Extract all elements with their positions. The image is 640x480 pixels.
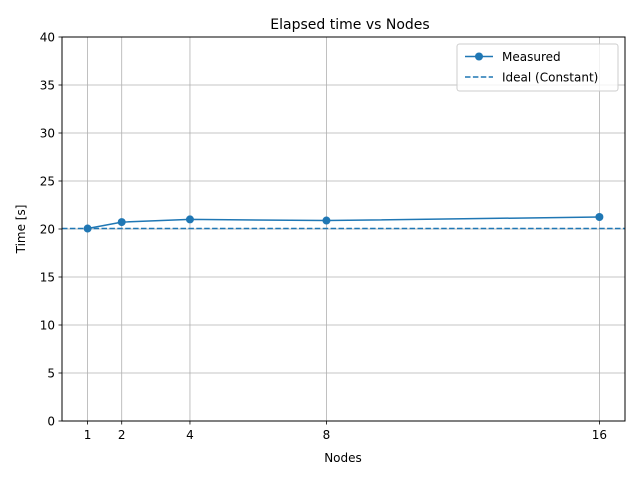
x-tick-label: 8 [323,428,331,442]
y-tick-label: 40 [40,31,55,45]
legend-box [456,43,619,92]
y-tick-label: 20 [40,223,55,237]
chart-title: Elapsed time vs Nodes [270,17,429,33]
x-tick-label: 16 [592,428,607,442]
y-tick-label: 15 [40,271,55,285]
data-point-measured [595,213,604,221]
x-tick-label: 4 [186,428,194,442]
data-point-measured [185,215,194,224]
y-tick-label: 10 [40,319,55,333]
x-axis-label: Nodes [324,451,362,465]
legend-label-ideal: Ideal (Constant) [502,71,598,85]
x-tick-label: 1 [84,428,92,442]
y-tick-label: 25 [40,175,55,189]
data-point-measured [322,216,331,225]
legend-marker-measured [475,52,483,61]
y-axis-label: Time [s] [14,205,28,255]
series-layer [62,213,625,233]
ticks: 1 2 4 8 16 0 5 10 15 20 25 30 35 40 [40,31,607,443]
legend: Measured Ideal (Constant) [456,43,619,92]
x-tick-label: 2 [118,428,126,442]
legend-label-measured: Measured [502,50,561,64]
data-point-measured [117,218,126,227]
data-point-measured [83,224,92,233]
y-tick-label: 35 [40,79,55,93]
y-tick-label: 5 [47,367,55,381]
y-tick-label: 0 [47,415,55,429]
y-tick-label: 30 [40,127,55,141]
